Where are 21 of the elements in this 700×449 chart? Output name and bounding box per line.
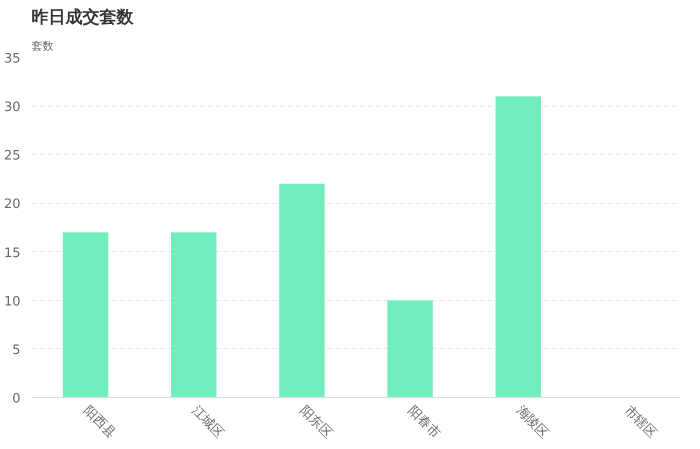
bar <box>62 232 108 398</box>
y-tick-label: 35 <box>4 52 21 66</box>
y-tick-label: 25 <box>4 148 21 164</box>
y-tick-label: 30 <box>4 100 21 116</box>
y-axis-title: 套数 <box>32 40 54 52</box>
x-tick-label: 海陵区 <box>512 403 552 442</box>
bar <box>387 300 433 398</box>
y-tick-label: 15 <box>4 246 21 261</box>
x-tick-label: 阳西县 <box>80 403 118 442</box>
y-tick-label: 10 <box>4 294 21 310</box>
bar <box>496 96 541 398</box>
y-tick-label: 20 <box>4 197 21 212</box>
y-tick-label: 0 <box>12 392 21 406</box>
x-tick-label: 阳东区 <box>296 403 335 442</box>
y-tick-label: 5 <box>12 342 21 358</box>
x-tick-label: 江城区 <box>188 403 227 442</box>
bar <box>279 184 325 398</box>
x-tick-label: 阳春市 <box>404 403 443 442</box>
x-tick-label: 市辖区 <box>621 403 660 442</box>
chart-title: 昨日成交套数 <box>32 8 134 28</box>
bar <box>171 232 216 398</box>
